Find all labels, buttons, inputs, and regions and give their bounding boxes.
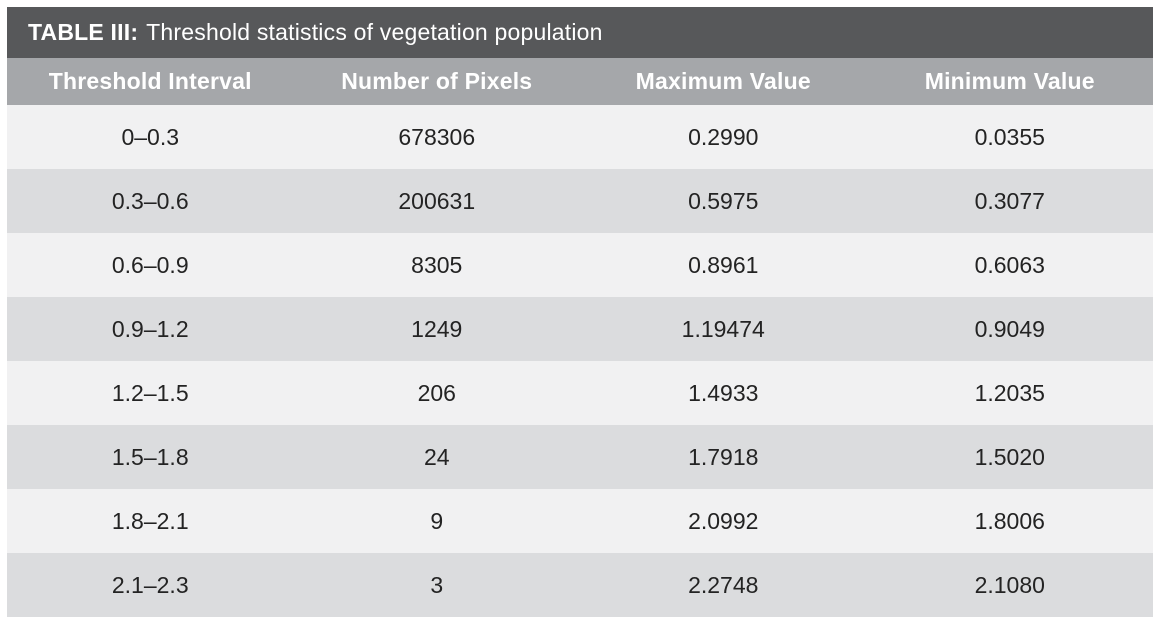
cell-number-of-pixels: 3 <box>430 571 444 598</box>
table-row: 2.1–2.3 3 2.2748 2.1080 <box>7 553 1153 617</box>
table-header-row: Threshold Interval Number of Pixels Maxi… <box>7 58 1153 105</box>
cell-maximum-value: 0.2990 <box>688 123 759 150</box>
table-row: 1.5–1.8 24 1.7918 1.5020 <box>7 425 1153 489</box>
cell-maximum-value: 1.19474 <box>681 315 765 342</box>
table-row: 0.9–1.2 1249 1.19474 0.9049 <box>7 297 1153 361</box>
header-maximum-value: Maximum Value <box>635 68 811 94</box>
table-title-bar: TABLE III: Threshold statistics of veget… <box>7 7 1153 58</box>
table-row: 0.6–0.9 8305 0.8961 0.6063 <box>7 233 1153 297</box>
cell-threshold-interval: 0.6–0.9 <box>111 251 189 278</box>
header-threshold-interval: Threshold Interval <box>48 68 252 94</box>
cell-threshold-interval: 1.2–1.5 <box>111 379 189 406</box>
cell-minimum-value: 1.5020 <box>974 443 1045 470</box>
cell-minimum-value: 1.2035 <box>974 379 1045 406</box>
cell-number-of-pixels: 1249 <box>411 315 463 342</box>
header-number-of-pixels: Number of Pixels <box>341 68 533 94</box>
cell-number-of-pixels: 24 <box>423 443 450 470</box>
cell-threshold-interval: 0.3–0.6 <box>111 187 189 214</box>
cell-number-of-pixels: 206 <box>417 379 456 406</box>
cell-maximum-value: 1.7918 <box>688 443 759 470</box>
cell-threshold-interval: 0–0.3 <box>121 123 180 150</box>
cell-minimum-value: 0.9049 <box>974 315 1045 342</box>
cell-minimum-value: 0.6063 <box>974 251 1045 278</box>
table-number-label: TABLE III: <box>28 19 139 45</box>
cell-minimum-value: 1.8006 <box>974 507 1045 534</box>
cell-minimum-value: 0.3077 <box>974 187 1045 214</box>
cell-number-of-pixels: 8305 <box>411 251 463 278</box>
statistics-table: TABLE III: Threshold statistics of veget… <box>7 7 1153 617</box>
cell-threshold-interval: 2.1–2.3 <box>111 571 189 598</box>
table-row: 1.2–1.5 206 1.4933 1.2035 <box>7 361 1153 425</box>
cell-threshold-interval: 1.5–1.8 <box>111 443 189 470</box>
table-row: 0.3–0.6 200631 0.5975 0.3077 <box>7 169 1153 233</box>
cell-threshold-interval: 0.9–1.2 <box>111 315 189 342</box>
cell-minimum-value: 2.1080 <box>974 571 1045 598</box>
cell-number-of-pixels: 200631 <box>398 187 476 214</box>
cell-maximum-value: 0.8961 <box>688 251 759 278</box>
cell-threshold-interval: 1.8–2.1 <box>111 507 189 534</box>
cell-maximum-value: 2.0992 <box>688 507 759 534</box>
table-row: 1.8–2.1 9 2.0992 1.8006 <box>7 489 1153 553</box>
cell-maximum-value: 2.2748 <box>688 571 759 598</box>
cell-maximum-value: 0.5975 <box>688 187 759 214</box>
table-row: 0–0.3 678306 0.2990 0.0355 <box>7 105 1153 169</box>
cell-minimum-value: 0.0355 <box>974 123 1045 150</box>
header-minimum-value: Minimum Value <box>924 68 1095 94</box>
table-title-text: Threshold statistics of vegetation popul… <box>146 19 603 45</box>
cell-number-of-pixels: 9 <box>430 507 444 534</box>
cell-number-of-pixels: 678306 <box>398 123 476 150</box>
cell-maximum-value: 1.4933 <box>688 379 759 406</box>
